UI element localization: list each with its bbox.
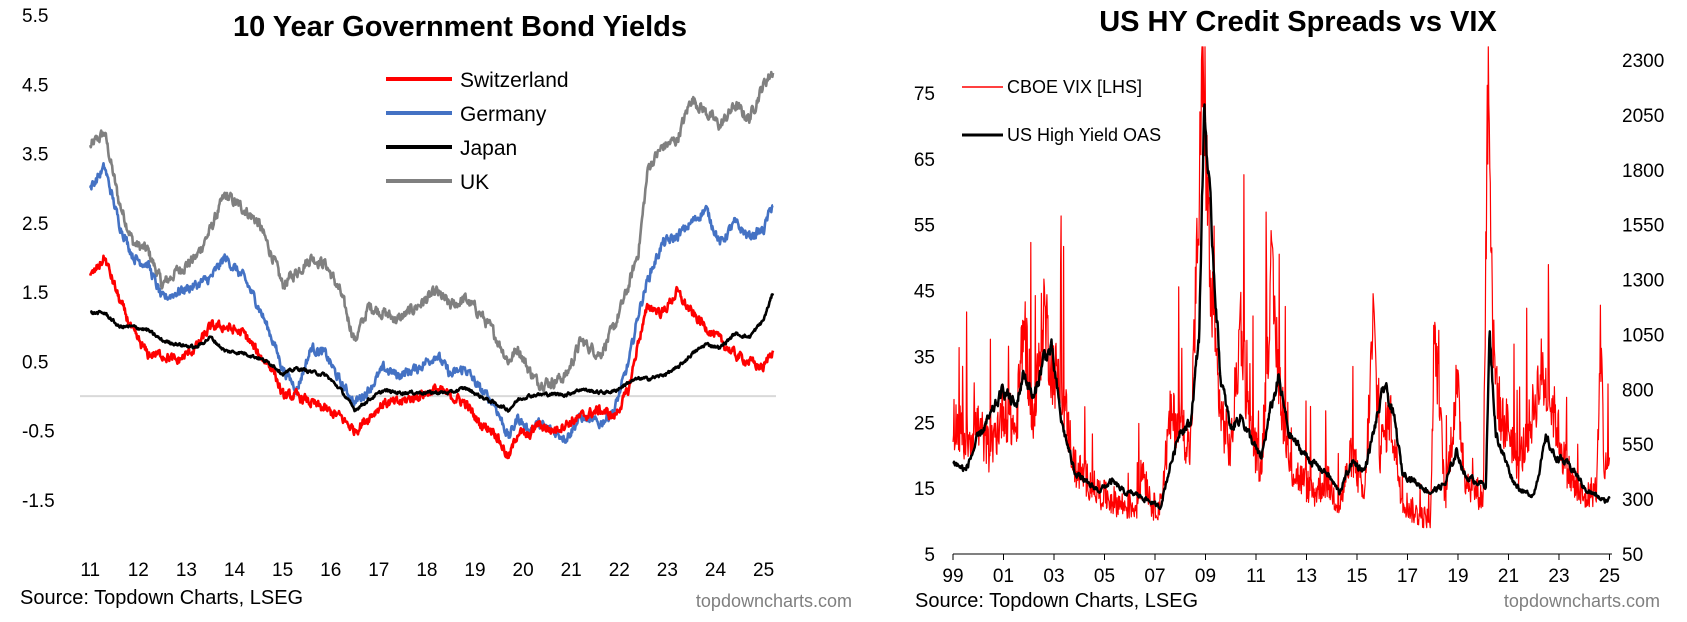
left-x-tick-18: 18 <box>416 560 437 581</box>
right-legend-label-us-high-yield-oas: US High Yield OAS <box>1007 125 1161 145</box>
left-y-tick-3: 2.5 <box>22 214 48 235</box>
right-right-y-tick-800: 800 <box>1622 380 1654 401</box>
left-legend: Switzerland Germany Japan UK <box>386 69 569 194</box>
right-right-y-tick-50: 50 <box>1622 545 1643 566</box>
left-x-axis: 11 12 13 14 15 16 17 18 19 20 21 22 23 24 25 <box>80 560 774 581</box>
left-x-tick-20: 20 <box>513 560 534 581</box>
right-x-tick-01: 01 <box>993 566 1014 587</box>
right-left-y-tick-45: 45 <box>914 282 935 303</box>
left-y-tick-1: 4.5 <box>22 75 48 96</box>
left-y-tick-0: 5.5 <box>22 6 48 27</box>
right-x-axis: 99 01 03 05 07 09 11 13 15 17 19 21 23 25 <box>942 554 1620 587</box>
right-legend-label-cboe-vix-lhs: CBOE VIX [LHS] <box>1007 77 1142 97</box>
right-x-tick-09: 09 <box>1195 566 1216 587</box>
right-right-y-tick-1550: 1550 <box>1622 216 1664 237</box>
right-x-tick-23: 23 <box>1548 566 1569 587</box>
left-x-tick-13: 13 <box>176 560 197 581</box>
left-y-tick-6: -0.5 <box>22 422 55 443</box>
right-left-y-tick-15: 15 <box>914 479 935 500</box>
left-legend-label-japan: Japan <box>460 137 517 160</box>
left-watermark: topdowncharts.com <box>696 591 852 611</box>
right-x-tick-19: 19 <box>1447 566 1468 587</box>
left-y-tick-7: -1.5 <box>22 491 55 512</box>
right-right-y-tick-300: 300 <box>1622 490 1654 511</box>
right-right-y-tick-1800: 1800 <box>1622 161 1664 182</box>
left-series-line-uk <box>88 70 775 393</box>
right-x-tick-15: 15 <box>1346 566 1367 587</box>
right-y-axis-left: 75 65 55 45 35 25 15 5 <box>914 84 935 566</box>
right-x-tick-03: 03 <box>1043 566 1064 587</box>
right-x-tick-07: 07 <box>1144 566 1165 587</box>
right-watermark: topdowncharts.com <box>1504 591 1660 611</box>
right-y-axis-right: 2300 2050 1800 1550 1300 1050 800 550 300 50 <box>1622 51 1664 566</box>
right-source: Source: Topdown Charts, LSEG <box>915 590 1198 612</box>
left-chart: 10 Year Government Bond Yields 5.5 4.5 3.5… <box>20 6 852 611</box>
right-chart: US HY Credit Spreads vs VIX 75 65 55 45 35 25… <box>914 6 1664 612</box>
right-left-y-tick-75: 75 <box>914 84 935 105</box>
right-legend: CBOE VIX [LHS] US High Yield OAS <box>962 77 1161 145</box>
right-series-group <box>952 46 1611 529</box>
left-y-tick-4: 1.5 <box>22 283 48 304</box>
right-right-y-tick-1050: 1050 <box>1622 325 1664 346</box>
right-right-y-tick-2050: 2050 <box>1622 106 1664 127</box>
left-x-tick-24: 24 <box>705 560 727 581</box>
right-x-tick-21: 21 <box>1498 566 1519 587</box>
right-left-y-tick-5: 5 <box>924 545 935 566</box>
right-chart-title: US HY Credit Spreads vs VIX <box>1099 6 1497 38</box>
right-right-y-tick-1300: 1300 <box>1622 271 1664 292</box>
right-x-tick-11: 11 <box>1246 566 1266 587</box>
right-x-tick-13: 13 <box>1296 566 1317 587</box>
left-series-group <box>88 70 775 460</box>
right-right-y-tick-550: 550 <box>1622 435 1654 456</box>
right-left-y-tick-25: 25 <box>914 413 935 434</box>
left-x-tick-17: 17 <box>368 560 389 581</box>
left-x-tick-14: 14 <box>224 560 246 581</box>
left-x-tick-16: 16 <box>320 560 341 581</box>
right-left-y-tick-35: 35 <box>914 347 935 368</box>
left-x-tick-25: 25 <box>753 560 774 581</box>
right-left-y-tick-65: 65 <box>914 150 935 171</box>
left-x-tick-15: 15 <box>272 560 293 581</box>
left-series-line-japan <box>89 292 775 413</box>
left-legend-label-uk: UK <box>460 171 489 194</box>
left-source: Source: Topdown Charts, LSEG <box>20 587 303 609</box>
right-x-tick-25: 25 <box>1599 566 1620 587</box>
left-y-tick-2: 3.5 <box>22 145 48 166</box>
right-x-tick-99: 99 <box>942 566 963 587</box>
right-series-line-cboe-vix-lhs <box>952 46 1611 529</box>
right-series-line-us-high-yield-oas <box>952 103 1611 511</box>
left-x-tick-12: 12 <box>128 560 149 581</box>
left-legend-label-switzerland: Switzerland <box>460 69 569 92</box>
left-legend-label-germany: Germany <box>460 103 547 126</box>
left-x-tick-11: 11 <box>80 560 100 581</box>
left-x-tick-22: 22 <box>609 560 630 581</box>
left-x-tick-23: 23 <box>657 560 678 581</box>
left-chart-title: 10 Year Government Bond Yields <box>233 11 687 43</box>
right-right-y-tick-2300: 2300 <box>1622 51 1664 72</box>
left-x-tick-19: 19 <box>464 560 485 581</box>
left-y-axis: 5.5 4.5 3.5 2.5 1.5 0.5 -0.5 -1.5 <box>22 6 55 512</box>
left-x-tick-21: 21 <box>561 560 582 581</box>
right-x-tick-05: 05 <box>1094 566 1115 587</box>
left-y-tick-5: 0.5 <box>22 352 48 373</box>
left-series-line-germany <box>88 162 774 444</box>
right-x-tick-17: 17 <box>1397 566 1418 587</box>
right-left-y-tick-55: 55 <box>914 216 935 237</box>
